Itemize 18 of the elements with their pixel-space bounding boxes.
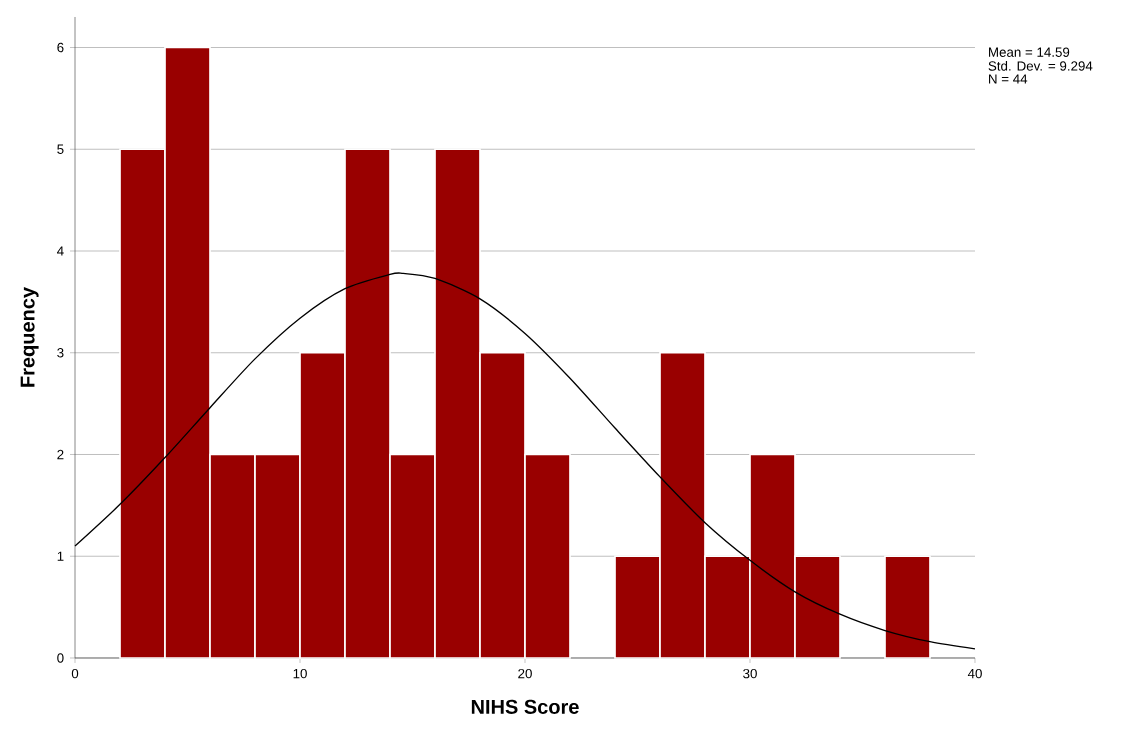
x-tick-label: 0 — [71, 668, 79, 679]
y-tick-label: 0 — [57, 653, 64, 663]
y-tick-label: 1 — [57, 551, 64, 561]
y-tick-label: 3 — [57, 348, 64, 358]
x-tick-label: 30 — [743, 668, 757, 679]
y-tick-label: 2 — [57, 449, 64, 460]
y-axis-title: Frequency — [20, 287, 39, 387]
x-tick-label: 20 — [518, 668, 532, 679]
y-tick-label: 5 — [57, 144, 64, 154]
text: Mean = 14.59 — [989, 47, 1070, 57]
text: Std. Dev. = 9.294 — [988, 60, 1093, 71]
x-axis-title: NIHS Score — [471, 699, 579, 714]
x-tick-label: 40 — [967, 668, 982, 679]
line-series — [74, 272, 976, 650]
x-tick-label: 10 — [293, 668, 307, 679]
y-tick-label: 6 — [57, 42, 64, 53]
y-tick-label: 4 — [57, 246, 64, 256]
text: N = 44 — [989, 74, 1028, 84]
